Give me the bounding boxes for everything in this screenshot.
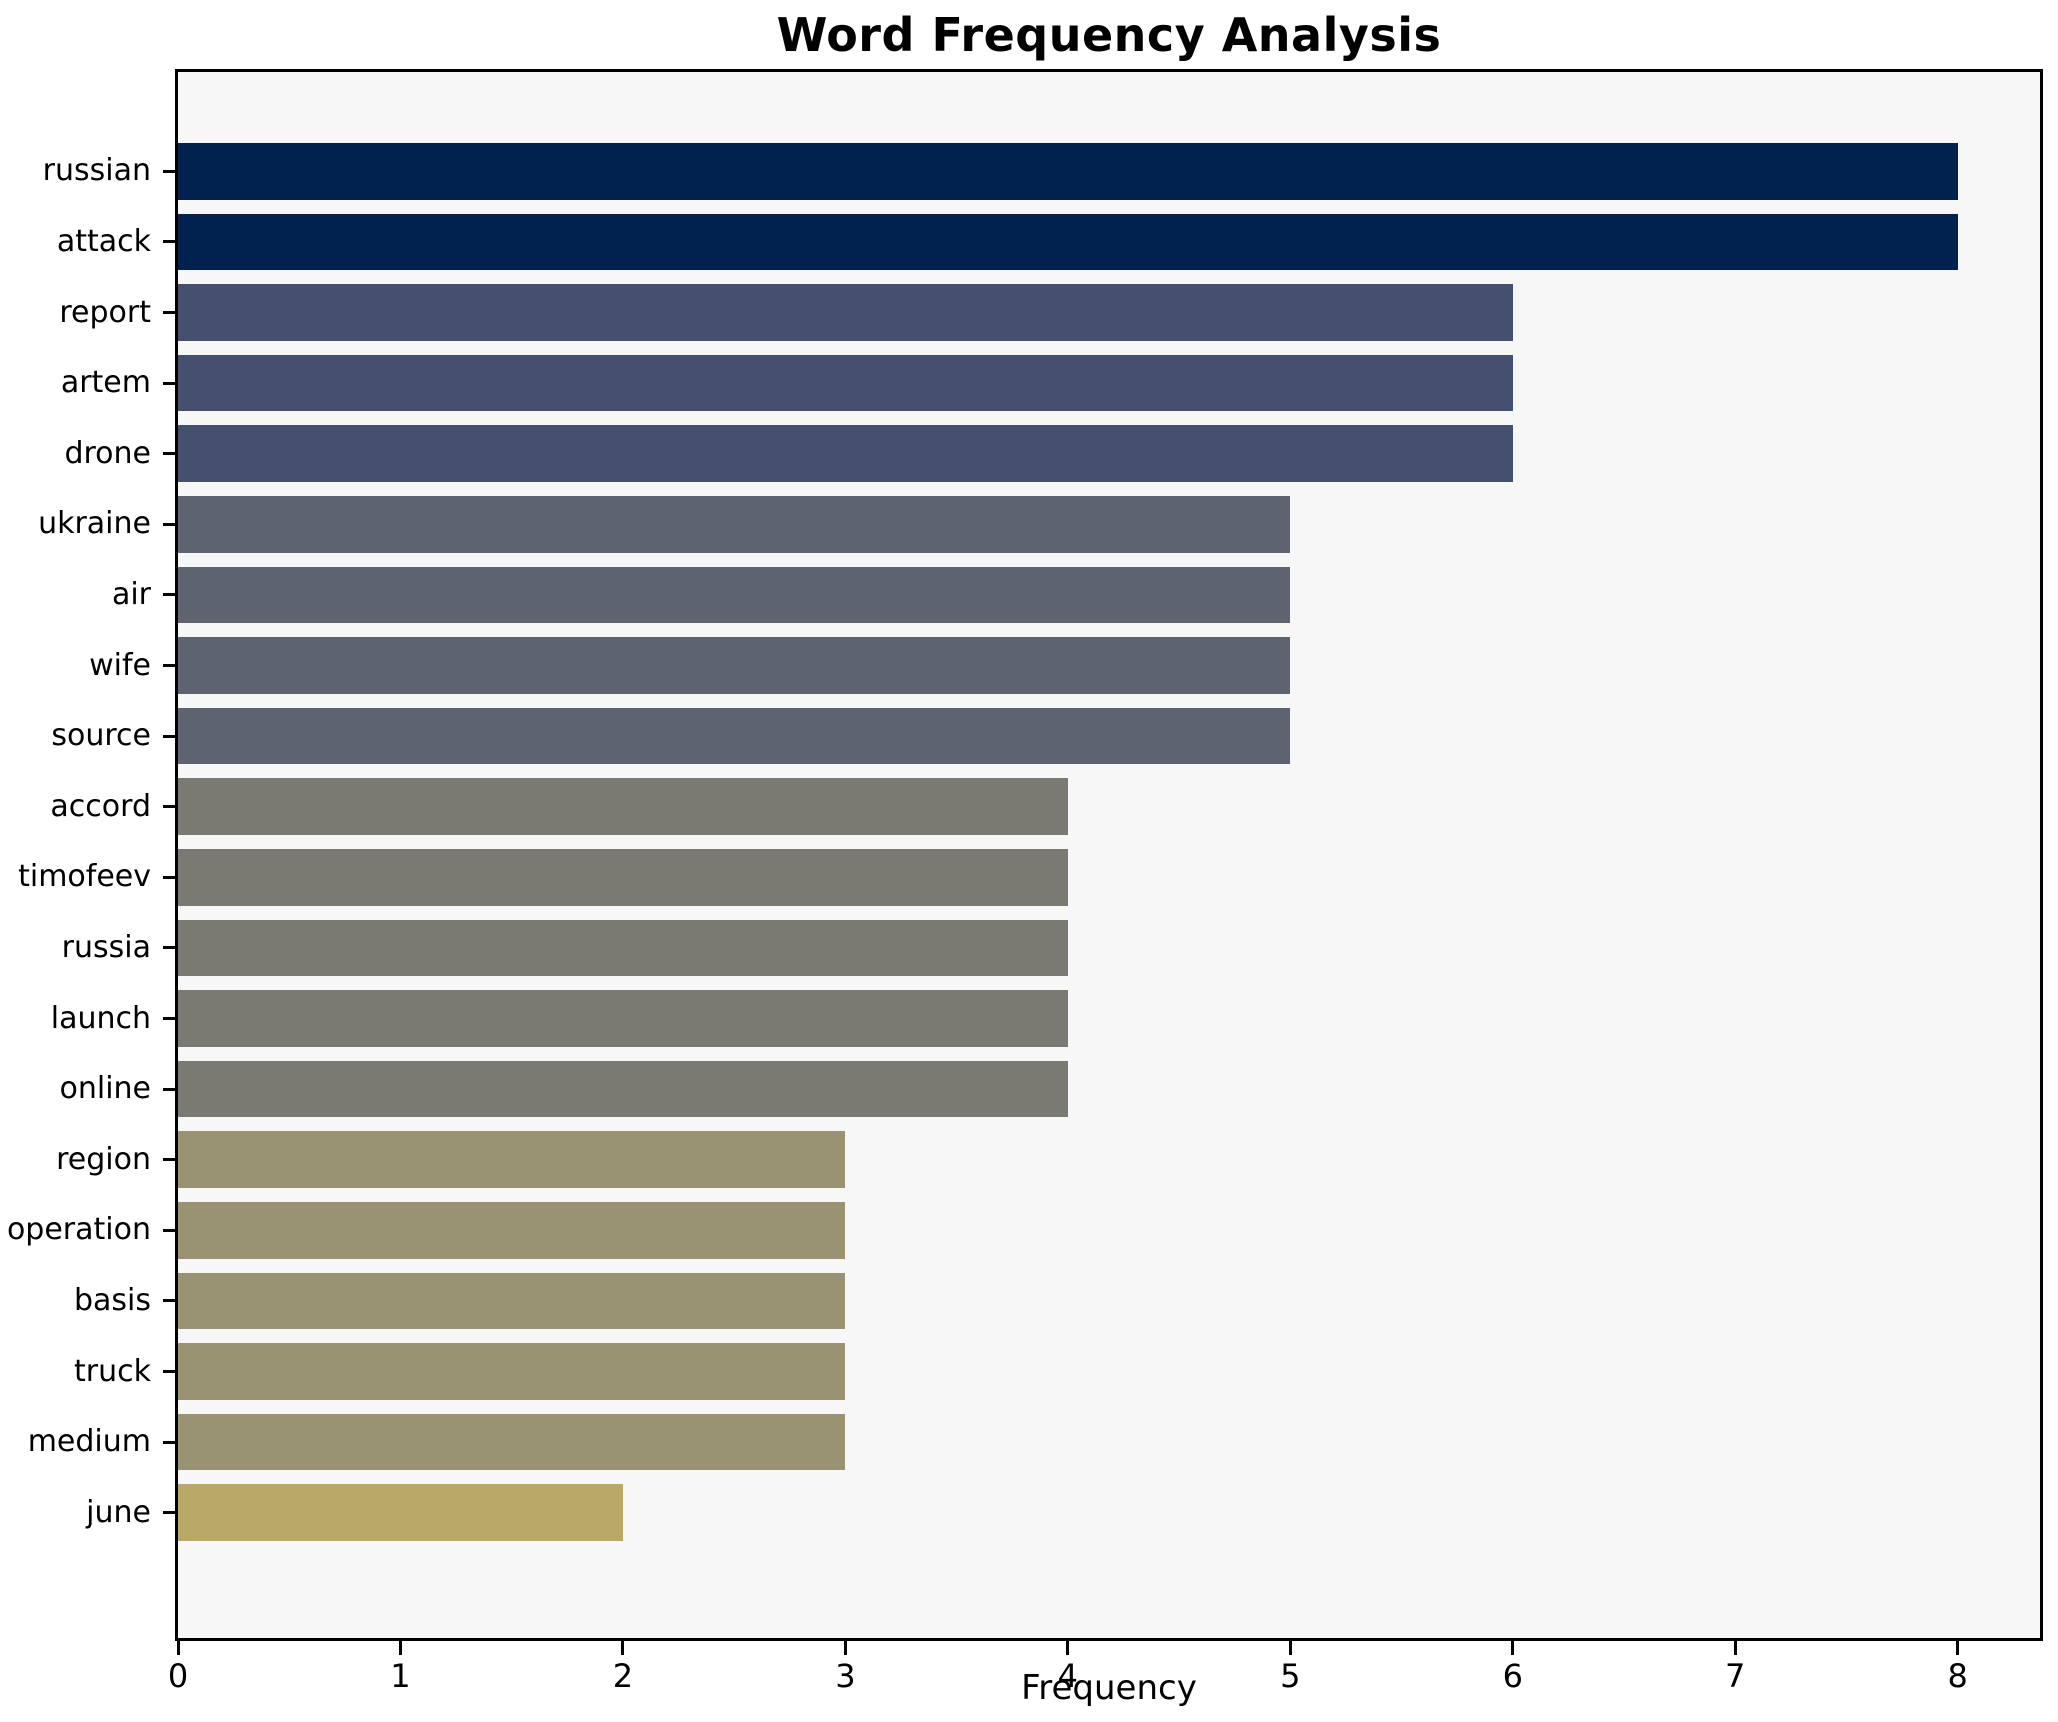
bar-launch: [178, 990, 1068, 1047]
bar-june: [178, 1484, 623, 1541]
x-tick-mark: [1066, 1641, 1070, 1655]
bar-drone: [178, 425, 1513, 482]
x-tick-mark: [398, 1641, 402, 1655]
bar-russian: [178, 143, 1958, 200]
y-tick-mark: [163, 522, 175, 526]
x-tick-mark: [1511, 1641, 1515, 1655]
y-tick-mark: [163, 1228, 175, 1232]
y-tick-mark: [163, 1087, 175, 1091]
x-tick-mark: [843, 1641, 847, 1655]
y-tick-label: online: [59, 1071, 151, 1107]
x-axis-label: Frequency: [1021, 1668, 1197, 1708]
bar-medium: [178, 1413, 846, 1471]
y-tick-mark: [163, 311, 175, 314]
y-tick-mark: [163, 875, 175, 879]
y-tick-label: report: [59, 294, 151, 330]
x-tick-label: 5: [1280, 1657, 1301, 1695]
y-tick-mark: [163, 169, 175, 173]
x-tick-label: 6: [1502, 1657, 1523, 1695]
x-tick-mark: [176, 1641, 180, 1655]
bar-region: [178, 1131, 846, 1188]
bar-timofeev: [178, 849, 1068, 906]
x-tick-label: 8: [1947, 1657, 1968, 1695]
bar-truck: [178, 1343, 846, 1400]
bar-source: [178, 707, 1291, 765]
bar-ukraine: [178, 496, 1291, 553]
y-tick-label: accord: [50, 788, 151, 824]
x-tick-mark: [621, 1641, 625, 1655]
y-tick-mark: [163, 452, 175, 456]
bar-report: [178, 284, 1513, 341]
x-tick-label: 4: [1057, 1657, 1079, 1695]
bar-operation: [178, 1202, 846, 1259]
y-tick-mark: [163, 1370, 175, 1373]
x-tick-label: 0: [167, 1657, 189, 1695]
bar-accord: [178, 778, 1068, 835]
y-tick-label: basis: [73, 1282, 151, 1318]
y-tick-label: june: [86, 1494, 151, 1530]
bar-wife: [178, 637, 1291, 694]
x-tick-label: 7: [1725, 1657, 1746, 1695]
y-tick-label: truck: [74, 1353, 151, 1389]
bar-air: [178, 566, 1291, 624]
x-tick-mark: [1288, 1641, 1292, 1655]
y-tick-mark: [163, 805, 175, 809]
y-tick-label: attack: [56, 223, 151, 259]
chart-title: Word Frequency Analysis: [776, 8, 1442, 62]
y-tick-mark: [163, 1511, 175, 1515]
y-tick-label: launch: [50, 1000, 151, 1036]
y-tick-mark: [163, 946, 175, 950]
x-tick-label: 2: [612, 1657, 634, 1695]
y-tick-mark: [163, 593, 175, 597]
x-tick-label: 3: [835, 1657, 856, 1695]
y-tick-mark: [163, 1299, 175, 1303]
plot-area: [175, 69, 2043, 1641]
y-axis: russian attack report artem drone ukraine air w…: [0, 72, 175, 1638]
y-tick-label: wife: [89, 647, 151, 683]
y-tick-label: operation: [6, 1212, 151, 1248]
y-tick-label: air: [111, 576, 151, 612]
bar-artem: [178, 354, 1513, 412]
x-axis: 0 1 2 3 4 5 6 7 8: [168, 1641, 2040, 1711]
y-tick-mark: [163, 1440, 175, 1444]
bar-basis: [178, 1272, 846, 1330]
y-tick-label: timofeev: [18, 859, 151, 895]
y-tick-label: ukraine: [38, 506, 151, 542]
y-tick-label: drone: [64, 435, 151, 471]
x-tick-label: 1: [390, 1657, 411, 1695]
x-tick-mark: [1956, 1641, 1960, 1655]
y-tick-mark: [163, 1017, 175, 1020]
y-tick-label: source: [51, 718, 151, 754]
y-tick-label: russia: [61, 929, 151, 965]
y-tick-mark: [163, 240, 175, 244]
y-tick-mark: [163, 664, 175, 667]
y-tick-label: artem: [60, 365, 151, 401]
y-tick-mark: [163, 734, 175, 738]
y-tick-mark: [163, 381, 175, 385]
bar-attack: [178, 213, 1958, 271]
x-tick-mark: [1733, 1641, 1737, 1655]
y-tick-mark: [163, 1158, 175, 1162]
y-tick-label: medium: [27, 1424, 151, 1460]
y-tick-label: russian: [42, 153, 151, 189]
y-tick-label: region: [56, 1141, 151, 1177]
bar-russia: [178, 919, 1068, 977]
bar-online: [178, 1060, 1068, 1118]
